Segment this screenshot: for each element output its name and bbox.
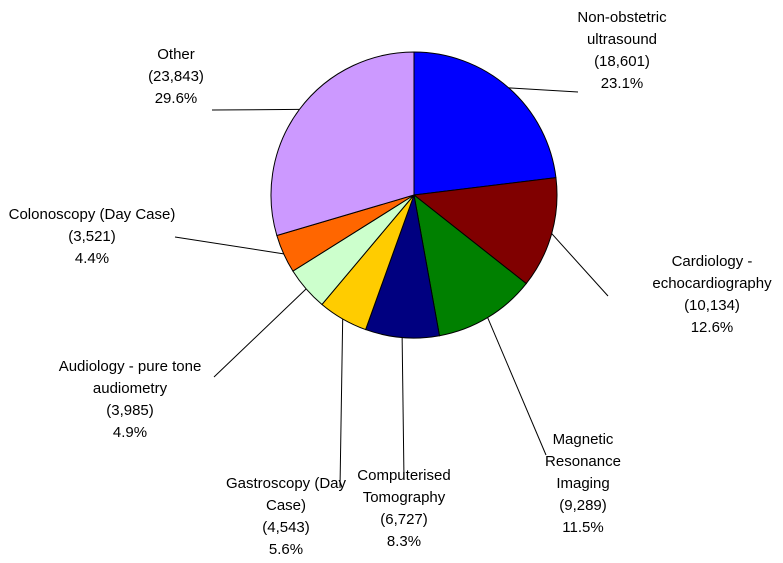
slice-label: Magnetic Resonance Imaging (9,289) 11.5%: [538, 429, 628, 539]
category-name: Other: [157, 46, 195, 63]
percent-label: 23.1%: [600, 75, 644, 92]
category-name: Gastroscopy (Day Case): [225, 475, 347, 514]
percent-label: 8.3%: [386, 533, 422, 550]
percent-label: 5.6%: [268, 541, 304, 558]
leader-line: [211, 108, 300, 111]
percent-label: 29.6%: [154, 90, 198, 107]
value-label: (6,727): [380, 511, 428, 528]
leader-line: [213, 288, 307, 378]
percent-label: 4.4%: [74, 250, 110, 267]
slice-label: Colonoscopy (Day Case) (3,521) 4.4%: [5, 204, 180, 270]
category-name: Computerised Tomography: [357, 467, 451, 506]
slice-label: Audiology - pure tone audiometry (3,985) 4…: [45, 356, 215, 444]
leader-line: [487, 317, 547, 456]
pie-slice: [412, 177, 558, 285]
leader-line: [339, 318, 344, 489]
value-label: (9,289): [559, 497, 607, 514]
slice-label: Cardiology - echocardiography (10,134) 12.…: [632, 251, 783, 339]
value-label: (3,985): [106, 402, 154, 419]
category-name: Colonoscopy (Day Case): [8, 206, 176, 223]
value-label: (10,134): [684, 297, 740, 314]
pie-slice: [413, 51, 557, 196]
leader-line: [551, 233, 609, 297]
percent-label: 11.5%: [562, 519, 604, 536]
slice-label: Computerised Tomography (6,727) 8.3%: [349, 465, 459, 553]
value-label: (18,601): [594, 53, 650, 70]
percent-label: 12.6%: [690, 319, 734, 336]
leader-line: [174, 236, 284, 255]
pie-slice: [413, 193, 527, 337]
value-label: (23,843): [148, 68, 204, 85]
category-name: Audiology - pure tone audiometry: [58, 358, 202, 397]
slice-label: Gastroscopy (Day Case) (4,543) 5.6%: [219, 473, 354, 561]
slice-label: Non-obstetric ultrasound (18,601) 23.1%: [567, 7, 677, 95]
leader-line: [508, 87, 579, 93]
category-name: Non-obstetric ultrasound: [577, 9, 667, 48]
slice-label: Other (23,843) 29.6%: [126, 44, 226, 110]
percent-label: 4.9%: [112, 424, 148, 441]
value-label: (3,521): [68, 228, 116, 245]
pie-slice: [270, 51, 415, 237]
category-name: Cardiology - echocardiography: [652, 253, 772, 292]
value-label: (4,543): [262, 519, 310, 536]
leader-line: [401, 337, 405, 481]
category-name: Magnetic Resonance Imaging: [545, 431, 621, 492]
